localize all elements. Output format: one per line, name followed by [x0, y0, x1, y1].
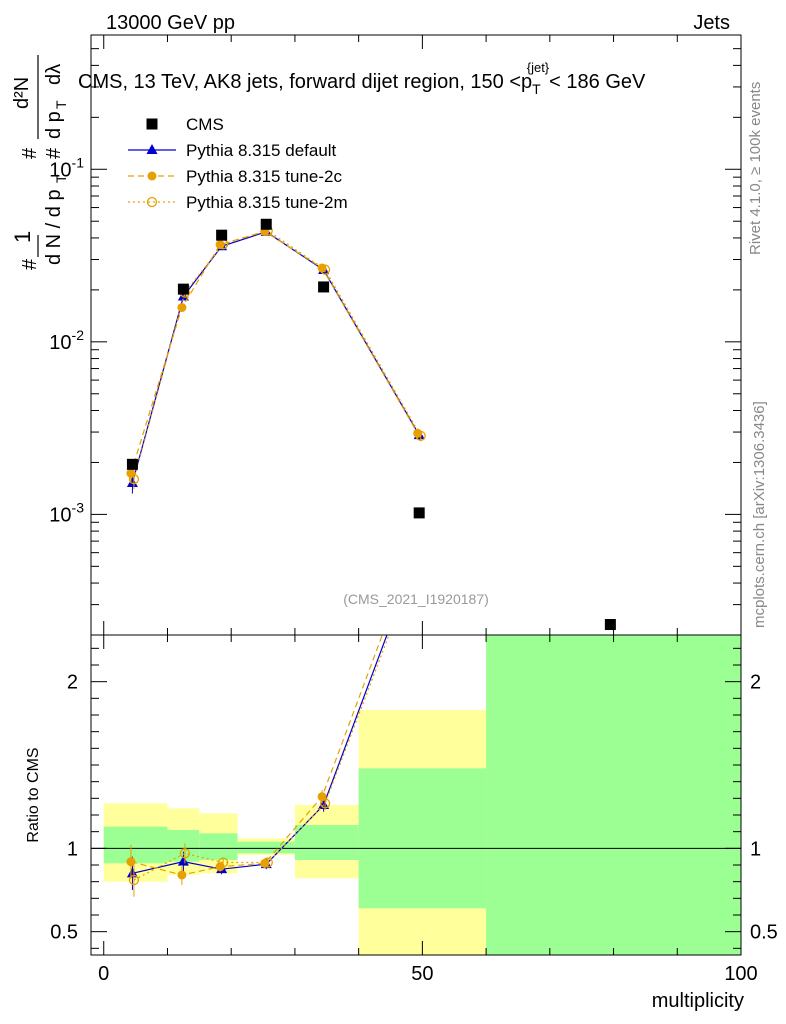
pythia-8-315-tune-2m-point [415, 430, 426, 442]
ylabel-d2n: d²N [11, 77, 33, 109]
legend-label-pythia-8-315-tune-2c: Pythia 8.315 tune-2c [186, 167, 342, 186]
pythia-8-315-tune-2m-ratio-point [179, 848, 191, 859]
stat-band [199, 833, 238, 860]
pythia-8-315-tune-2m-line [133, 229, 422, 480]
cms-point [216, 229, 228, 241]
y-tick-label: 10-2 [49, 327, 84, 354]
x-tick-label: 100 [724, 963, 757, 985]
main-series [126, 218, 616, 631]
pythia-8-315-default-point [177, 290, 189, 301]
ratio-tick-label-left: 2 [67, 672, 78, 694]
pythia-8-315-tune-2c-ratio-point [260, 858, 270, 868]
ylabel-one: 1 [10, 231, 35, 243]
pythia-8-315-tune-2c-ratio-point [177, 870, 187, 880]
legend-label-pythia-8-315-tune-2m: Pythia 8.315 tune-2m [186, 193, 348, 212]
legend-marker-pythia-8-315-tune-2c [147, 171, 157, 181]
rivet-version: Rivet 4.1.0, ≥ 100k events [747, 82, 764, 255]
legend-marker-pythia-8-315-default [146, 144, 158, 154]
pythia-8-315-tune-2c-line [130, 230, 419, 474]
x-axis-label: multiplicity [652, 990, 744, 1012]
y-axis-label-top: # 1 d N / d p T # # d²N d p T dλ [10, 55, 69, 270]
y-tick-label: 10-3 [49, 499, 84, 526]
x-tick-label: 50 [411, 963, 433, 985]
legend-label-pythia-8-315-default: Pythia 8.315 default [186, 141, 337, 160]
plot-title-sub: T [532, 81, 541, 97]
stat-band [103, 826, 168, 864]
legend-marker-cms [146, 118, 158, 130]
uncertainty-bands [103, 635, 741, 955]
ylabel-dlambda: dλ [43, 64, 65, 85]
ratio-tick-label-right: 1 [750, 838, 761, 860]
pythia-8-315-tune-2c-ratio-point [126, 857, 136, 867]
ratio-series [126, 635, 390, 897]
ratio-panel-frame [90, 634, 742, 956]
pythia-8-315-tune-2c-point [126, 468, 136, 478]
stat-band [294, 825, 359, 860]
y-axis-label-bottom: Ratio to CMS [25, 747, 42, 842]
ylabel-hash: # [19, 258, 41, 270]
legend-marker-pythia-8-315-tune-2m [146, 196, 158, 208]
cms-point [126, 458, 138, 470]
plot-title-sup: {jet} [527, 60, 550, 75]
pythia-8-315-default-ratio-line [132, 635, 388, 874]
pythia-8-315-default-point [126, 477, 138, 488]
stat-band [358, 768, 487, 909]
legend-label-cms: CMS [186, 115, 224, 134]
cms-point [260, 218, 272, 230]
plot-title-tail: < 186 GeV [549, 71, 646, 93]
y-tick-label: 10-1 [49, 154, 84, 181]
mcplots-url: mcplots.cern.ch [arXiv:1306.3436] [751, 401, 768, 628]
cms-point [318, 281, 330, 293]
pythia-8-315-default-ratio-point [318, 799, 330, 809]
ylabel-dpt-dl: d p [43, 111, 65, 139]
ylabel-t-sub2: T [53, 100, 69, 109]
pythia-8-315-tune-2c-point [215, 240, 225, 250]
x-tick-label: 0 [98, 963, 109, 985]
analysis-watermark: (CMS_2021_I1920187) [343, 591, 489, 607]
ratio-tick-label-right: 0.5 [750, 922, 778, 944]
pythia-8-315-tune-2c-ratio-line [130, 635, 383, 876]
header-left: 13000 GeV pp [106, 12, 235, 34]
pythia-8-315-tune-2m-ratio-point [128, 874, 140, 886]
stat-band [237, 841, 295, 854]
cms-point [604, 619, 616, 631]
pythia-8-315-tune-2m-ratio-point [319, 798, 331, 809]
ylabel-hash3: # [43, 147, 65, 159]
cms-point [413, 507, 425, 519]
stat-band [486, 635, 741, 955]
plot-title: CMS, 13 TeV, AK8 jets, forward dijet reg… [78, 60, 646, 97]
pythia-8-315-tune-2m-ratio-point [262, 857, 273, 868]
header-right: Jets [693, 12, 730, 34]
ylabel-t-sub: T [53, 174, 69, 183]
ratio-tick-label-left: 1 [67, 838, 78, 860]
pythia-8-315-tune-2m-ratio-point [217, 857, 229, 868]
ylabel-hash2: # [19, 147, 41, 159]
ylabel-dndpt: d N / d p [43, 189, 65, 265]
plot-title-main: CMS, 13 TeV, AK8 jets, forward dijet reg… [78, 71, 532, 93]
cms-point [177, 283, 189, 295]
ratio-series-clipped [126, 635, 390, 897]
pythia-8-315-tune-2m-point [128, 474, 140, 485]
ratio-tick-label-right: 2 [750, 672, 761, 694]
pythia-8-315-default-line [131, 231, 420, 484]
pythia-8-315-default-ratio-point [177, 855, 189, 866]
pythia-8-315-default-ratio-point [126, 867, 138, 878]
pythia-8-315-tune-2m-point [319, 264, 331, 275]
legend: CMS Pythia 8.315 default Pythia 8.315 tune… [128, 115, 348, 212]
ratio-tick-label-left: 0.5 [50, 922, 78, 944]
